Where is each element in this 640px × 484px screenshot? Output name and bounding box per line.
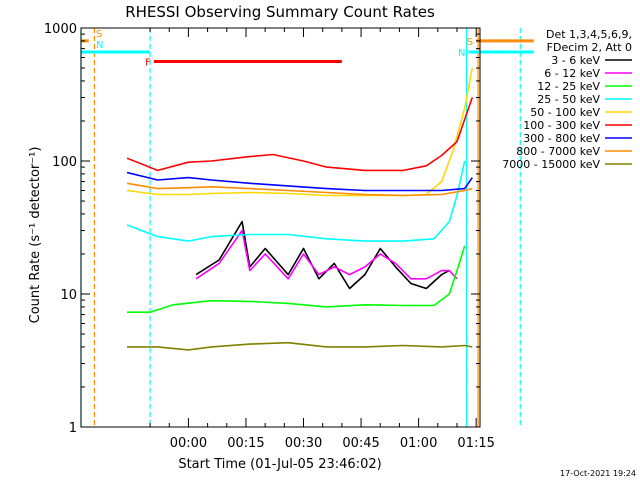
- axes: 1 10 100 1000 00:00 00:15 00:30 00:45 01:00 01:15: [44, 22, 495, 451]
- x-tick-label: 00:30: [285, 436, 322, 451]
- x-tick-label: 00:00: [170, 436, 207, 451]
- series-line: [126, 97, 474, 172]
- x-axis-label: Start Time (01-Jul-05 23:46:02): [178, 457, 381, 472]
- flag-label: N: [458, 48, 465, 59]
- legend-header-line: FDecim 2, Att 0: [547, 41, 632, 54]
- y-tick-label: 10: [60, 288, 77, 303]
- x-tick-label: 01:15: [457, 436, 494, 451]
- series-line: [127, 245, 466, 314]
- legend-entry-label: 7000 - 15000 keV: [502, 158, 600, 171]
- plot-frame: [80, 27, 481, 428]
- y-tick-label: 1000: [44, 22, 77, 37]
- legend-entry-label: 25 - 50 keV: [537, 93, 600, 106]
- series-line: [126, 182, 473, 197]
- flag-label: F: [145, 57, 151, 68]
- x-tick-label: 00:15: [227, 436, 264, 451]
- y-tick-label: 100: [52, 155, 77, 170]
- series-line: [126, 171, 473, 192]
- series-line: [126, 160, 466, 242]
- legend-entry-label: 12 - 25 keV: [537, 80, 600, 93]
- flag-label: N: [96, 40, 103, 51]
- footer-timestamp: 17-Oct-2021 19:24: [560, 469, 636, 478]
- series-line: [195, 229, 458, 280]
- series-line: [127, 341, 473, 351]
- y-axis-label: Count Rate (s⁻¹ detector⁻¹): [28, 147, 43, 324]
- legend-entry-label: 6 - 12 keV: [544, 67, 600, 80]
- legend-entry-label: 3 - 6 keV: [551, 54, 600, 67]
- series-line: [126, 67, 474, 197]
- legend-entry-label: 800 - 7000 keV: [516, 145, 600, 158]
- y-tick-label: 1: [69, 421, 77, 436]
- legend-header-line: Det 1,3,4,5,6,9,: [546, 28, 632, 41]
- flag-label: S: [96, 29, 102, 40]
- legend-entry-label: 50 - 100 keV: [530, 106, 600, 119]
- series-lines: [126, 67, 474, 351]
- series-line: [195, 220, 450, 290]
- legend-entry-label: 300 - 800 keV: [523, 132, 600, 145]
- x-tick-label: 01:00: [400, 436, 437, 451]
- flag-label: S: [467, 37, 473, 48]
- chart-title: RHESSI Observing Summary Count Rates: [125, 3, 435, 21]
- x-tick-label: 00:45: [342, 436, 379, 451]
- legend-entry-label: 100 - 300 keV: [523, 119, 600, 132]
- legend: Det 1,3,4,5,6,9,FDecim 2, Att 03 - 6 keV…: [502, 28, 632, 171]
